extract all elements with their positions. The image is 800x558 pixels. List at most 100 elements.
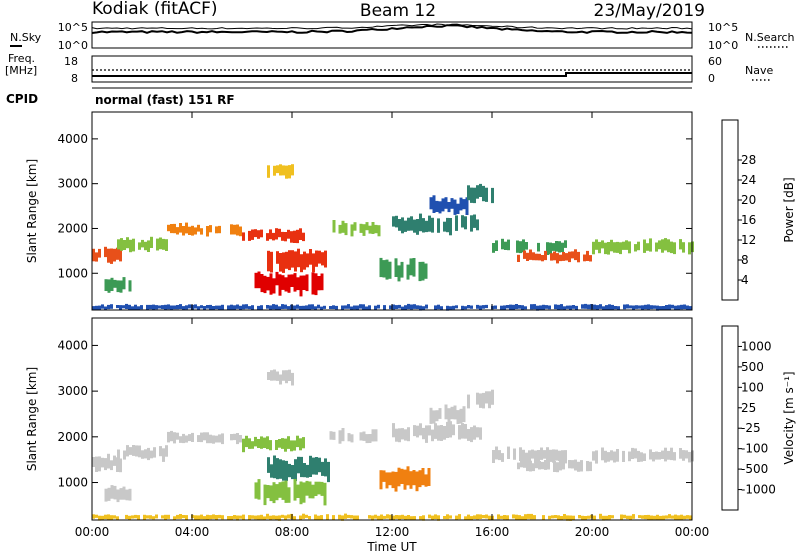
data-cell [341, 220, 345, 233]
data-cell [123, 450, 126, 460]
data-cell [239, 435, 242, 443]
data-cell [263, 275, 267, 294]
data-cell [476, 514, 479, 520]
data-cell [602, 515, 605, 521]
data-cell [665, 305, 668, 311]
colorbar-tick-label: 4 [741, 273, 749, 287]
data-cell [161, 305, 164, 309]
data-cell [350, 515, 353, 519]
data-cell [273, 369, 276, 381]
nsearch-label: N.Search [745, 31, 795, 44]
data-cell [119, 280, 123, 293]
freq-strip [91, 55, 693, 83]
data-cell [422, 515, 425, 521]
data-cell [317, 481, 321, 495]
data-cell [311, 484, 315, 499]
data-cell [401, 428, 404, 440]
data-cell [532, 252, 535, 261]
data-cell [595, 239, 598, 250]
data-cell [382, 470, 386, 482]
data-cell [425, 304, 428, 309]
data-cell [257, 305, 260, 311]
data-cell [273, 455, 276, 479]
data-band [517, 249, 592, 264]
data-band [167, 430, 242, 445]
data-cell [356, 305, 359, 311]
data-band [467, 389, 494, 409]
data-cell [374, 305, 377, 310]
data-cell [455, 305, 458, 309]
data-cell [159, 237, 162, 250]
data-cell [427, 468, 431, 486]
data-cell [218, 225, 221, 234]
data-cell [410, 216, 413, 231]
data-cell [449, 218, 452, 236]
data-cell [637, 241, 640, 251]
data-cell [260, 436, 263, 449]
data-cell [110, 515, 113, 520]
data-cell [266, 513, 269, 519]
data-cell [422, 427, 425, 440]
data-cell [479, 514, 482, 519]
nave-label: Nave [745, 64, 773, 77]
data-cell [623, 514, 626, 519]
data-cell [104, 246, 107, 258]
data-cell [278, 482, 282, 498]
data-cell [540, 447, 543, 460]
data-cell [248, 515, 251, 521]
data-cell [608, 304, 611, 310]
data-cell [501, 453, 504, 462]
data-band [117, 445, 168, 462]
data-cell [254, 436, 257, 447]
data-cell [686, 515, 689, 519]
data-cell [581, 304, 584, 309]
data-cell [572, 305, 575, 309]
data-cell [431, 217, 434, 233]
data-cell [116, 457, 119, 472]
data-cell [424, 474, 428, 487]
data-cell [523, 459, 526, 468]
data-cell [583, 254, 586, 262]
data-cell [446, 217, 449, 233]
data-cell [506, 515, 509, 520]
data-cell [459, 197, 463, 211]
data-cell [281, 514, 284, 518]
data-cell [282, 460, 285, 481]
data-cell [435, 200, 439, 212]
data-cell [92, 248, 95, 262]
data-cell [557, 304, 560, 310]
data-cell [362, 304, 365, 310]
data-cell [95, 456, 98, 472]
data-cell [291, 250, 294, 268]
data-cell [554, 515, 557, 519]
data-cell [407, 515, 410, 520]
data-cell [605, 305, 608, 311]
data-cell [394, 471, 398, 492]
data-cell [167, 514, 170, 519]
data-cell [682, 242, 685, 253]
nsky-tick-bottom: 10^0 [58, 39, 88, 52]
data-band [592, 238, 694, 255]
data-band [592, 447, 694, 464]
data-cell [554, 304, 557, 310]
data-cell [314, 273, 318, 296]
data-cell [462, 406, 466, 423]
data-cell [689, 515, 692, 520]
data-cell [519, 447, 522, 461]
data-cell [215, 515, 218, 520]
data-cell [299, 515, 302, 520]
data-cell [314, 306, 317, 310]
data-cell [406, 264, 410, 280]
data-cell [495, 240, 498, 251]
data-cell [308, 304, 311, 310]
data-cell [447, 202, 451, 213]
data-cell [173, 516, 176, 521]
data-cell [128, 515, 131, 520]
data-cell [305, 305, 308, 310]
y-tick-label: 2000 [57, 430, 88, 444]
data-cell [344, 305, 347, 309]
data-cell [601, 447, 604, 461]
data-cell [98, 515, 101, 521]
data-cell [674, 305, 677, 311]
data-cell [282, 252, 285, 273]
